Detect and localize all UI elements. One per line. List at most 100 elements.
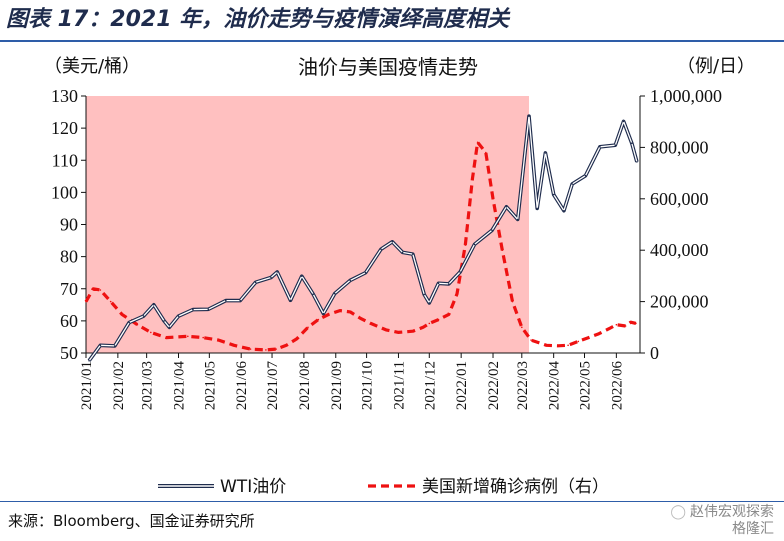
covid-point <box>202 336 204 339</box>
x-tick-label: 2022/06 <box>609 361 625 411</box>
wti-point <box>207 308 210 311</box>
wti-point <box>128 321 130 324</box>
x-tick-label: 2021/02 <box>111 361 127 410</box>
covid-point <box>471 177 474 179</box>
title-rule <box>0 40 784 42</box>
wti-point <box>349 279 352 282</box>
x-tick-label: 2021/08 <box>297 361 313 410</box>
wti-point <box>428 302 431 304</box>
covid-point <box>217 339 220 341</box>
watermark-text-2: 格隆汇 <box>732 521 774 537</box>
covid-point <box>577 340 580 343</box>
wti-point <box>192 308 194 311</box>
x-tick-label: 2021/06 <box>234 361 250 411</box>
wechat-icon: ◯ <box>670 504 686 520</box>
wti-point <box>380 248 382 250</box>
covid-point <box>567 344 569 347</box>
wti-point <box>459 271 461 273</box>
covid-point <box>339 309 341 312</box>
covid-point <box>485 151 487 154</box>
wti-point <box>448 283 450 285</box>
covid-point <box>412 330 414 333</box>
legend-wti-label: WTI油价 <box>220 477 286 497</box>
wti-point <box>631 142 633 144</box>
wti-point <box>114 345 116 347</box>
x-tick-label: 2021/05 <box>202 361 218 410</box>
covid-point <box>150 331 152 334</box>
covid-point <box>109 300 112 303</box>
wti-point <box>239 299 241 302</box>
wti-point <box>516 218 519 221</box>
covid-line <box>84 140 637 352</box>
covid-point <box>359 317 362 320</box>
covid-point <box>349 311 352 313</box>
wti-point <box>552 193 555 196</box>
covid-point <box>187 335 189 338</box>
wti-point <box>153 304 155 306</box>
oil-covid-chart: 130 120 110 100 90 80 70 60 50 1,000,000 800,000 6… <box>44 55 755 497</box>
covid-point <box>492 198 494 200</box>
wti-point <box>571 183 573 185</box>
covid-point <box>428 322 431 325</box>
covid-point <box>456 293 458 295</box>
bottom-rule <box>0 501 784 502</box>
x-tick-label: 2022/05 <box>577 361 593 410</box>
covid-point <box>608 327 610 330</box>
watermark: ◯ 赵伟宏观探索 格隆汇 <box>670 504 774 538</box>
wti-point <box>168 326 171 329</box>
wti-point <box>289 299 292 302</box>
covid-point <box>165 336 167 339</box>
wti-point <box>270 276 272 279</box>
wti-point <box>88 359 90 362</box>
wti-line-inner <box>88 115 638 362</box>
y-left-tick-label: 50 <box>60 343 78 363</box>
wti-point <box>544 152 547 154</box>
covid-point <box>545 344 548 347</box>
covid-point <box>557 345 559 347</box>
legend-covid-label: 美国新增确诊病例（右） <box>422 477 609 497</box>
wti-point <box>312 293 315 296</box>
x-tick-label: 2022/04 <box>547 361 563 411</box>
wti-point <box>614 144 617 146</box>
right-axis-unit: （例/日） <box>677 56 755 77</box>
x-tick-label: 2021/01 <box>79 361 95 410</box>
x-tick-label: 2021/03 <box>140 361 156 410</box>
wti-point <box>563 209 565 212</box>
wti-point <box>584 174 587 177</box>
wti-point <box>491 229 493 232</box>
covid-point <box>422 326 424 329</box>
wti-point <box>177 315 180 317</box>
wti-point <box>163 320 165 322</box>
x-tick-label: 2021/12 <box>422 361 438 410</box>
x-tick-label: 2022/01 <box>454 361 470 410</box>
y-right-tick-label: 1,000,000 <box>650 86 722 106</box>
covid-point <box>521 326 523 329</box>
wti-point <box>391 241 394 243</box>
wti-point <box>301 275 303 278</box>
wti-point <box>505 206 508 208</box>
x-tick-label: 2022/03 <box>515 361 531 410</box>
covid-point <box>85 300 87 303</box>
wti-point <box>528 115 530 117</box>
covid-point <box>92 288 94 290</box>
y-right-tick-label: 200,000 <box>650 292 709 312</box>
y-left-tick-label: 120 <box>51 118 78 138</box>
y-right-tick-label: 800,000 <box>650 137 709 157</box>
wti-point <box>333 292 336 295</box>
y-left-tick-label: 60 <box>60 311 78 331</box>
x-tick-label: 2021/09 <box>329 361 345 410</box>
covid-point <box>307 326 309 329</box>
covid-point <box>327 313 330 316</box>
x-ticks: 2021/01 2021/02 2021/03 2021/04 2021/05 2021/… <box>79 353 625 410</box>
covid-point <box>275 348 277 350</box>
covid-point <box>397 331 400 334</box>
y-left-ticks: 130 120 110 100 90 80 70 60 50 <box>51 86 86 363</box>
covid-point <box>385 329 387 331</box>
wti-point <box>423 293 426 296</box>
y-left-tick-label: 100 <box>51 182 78 202</box>
shaded-period <box>86 96 529 353</box>
x-tick-label: 2021/11 <box>391 361 407 410</box>
covid-point <box>265 349 267 351</box>
covid-series <box>84 140 637 352</box>
wti-point <box>401 251 404 254</box>
